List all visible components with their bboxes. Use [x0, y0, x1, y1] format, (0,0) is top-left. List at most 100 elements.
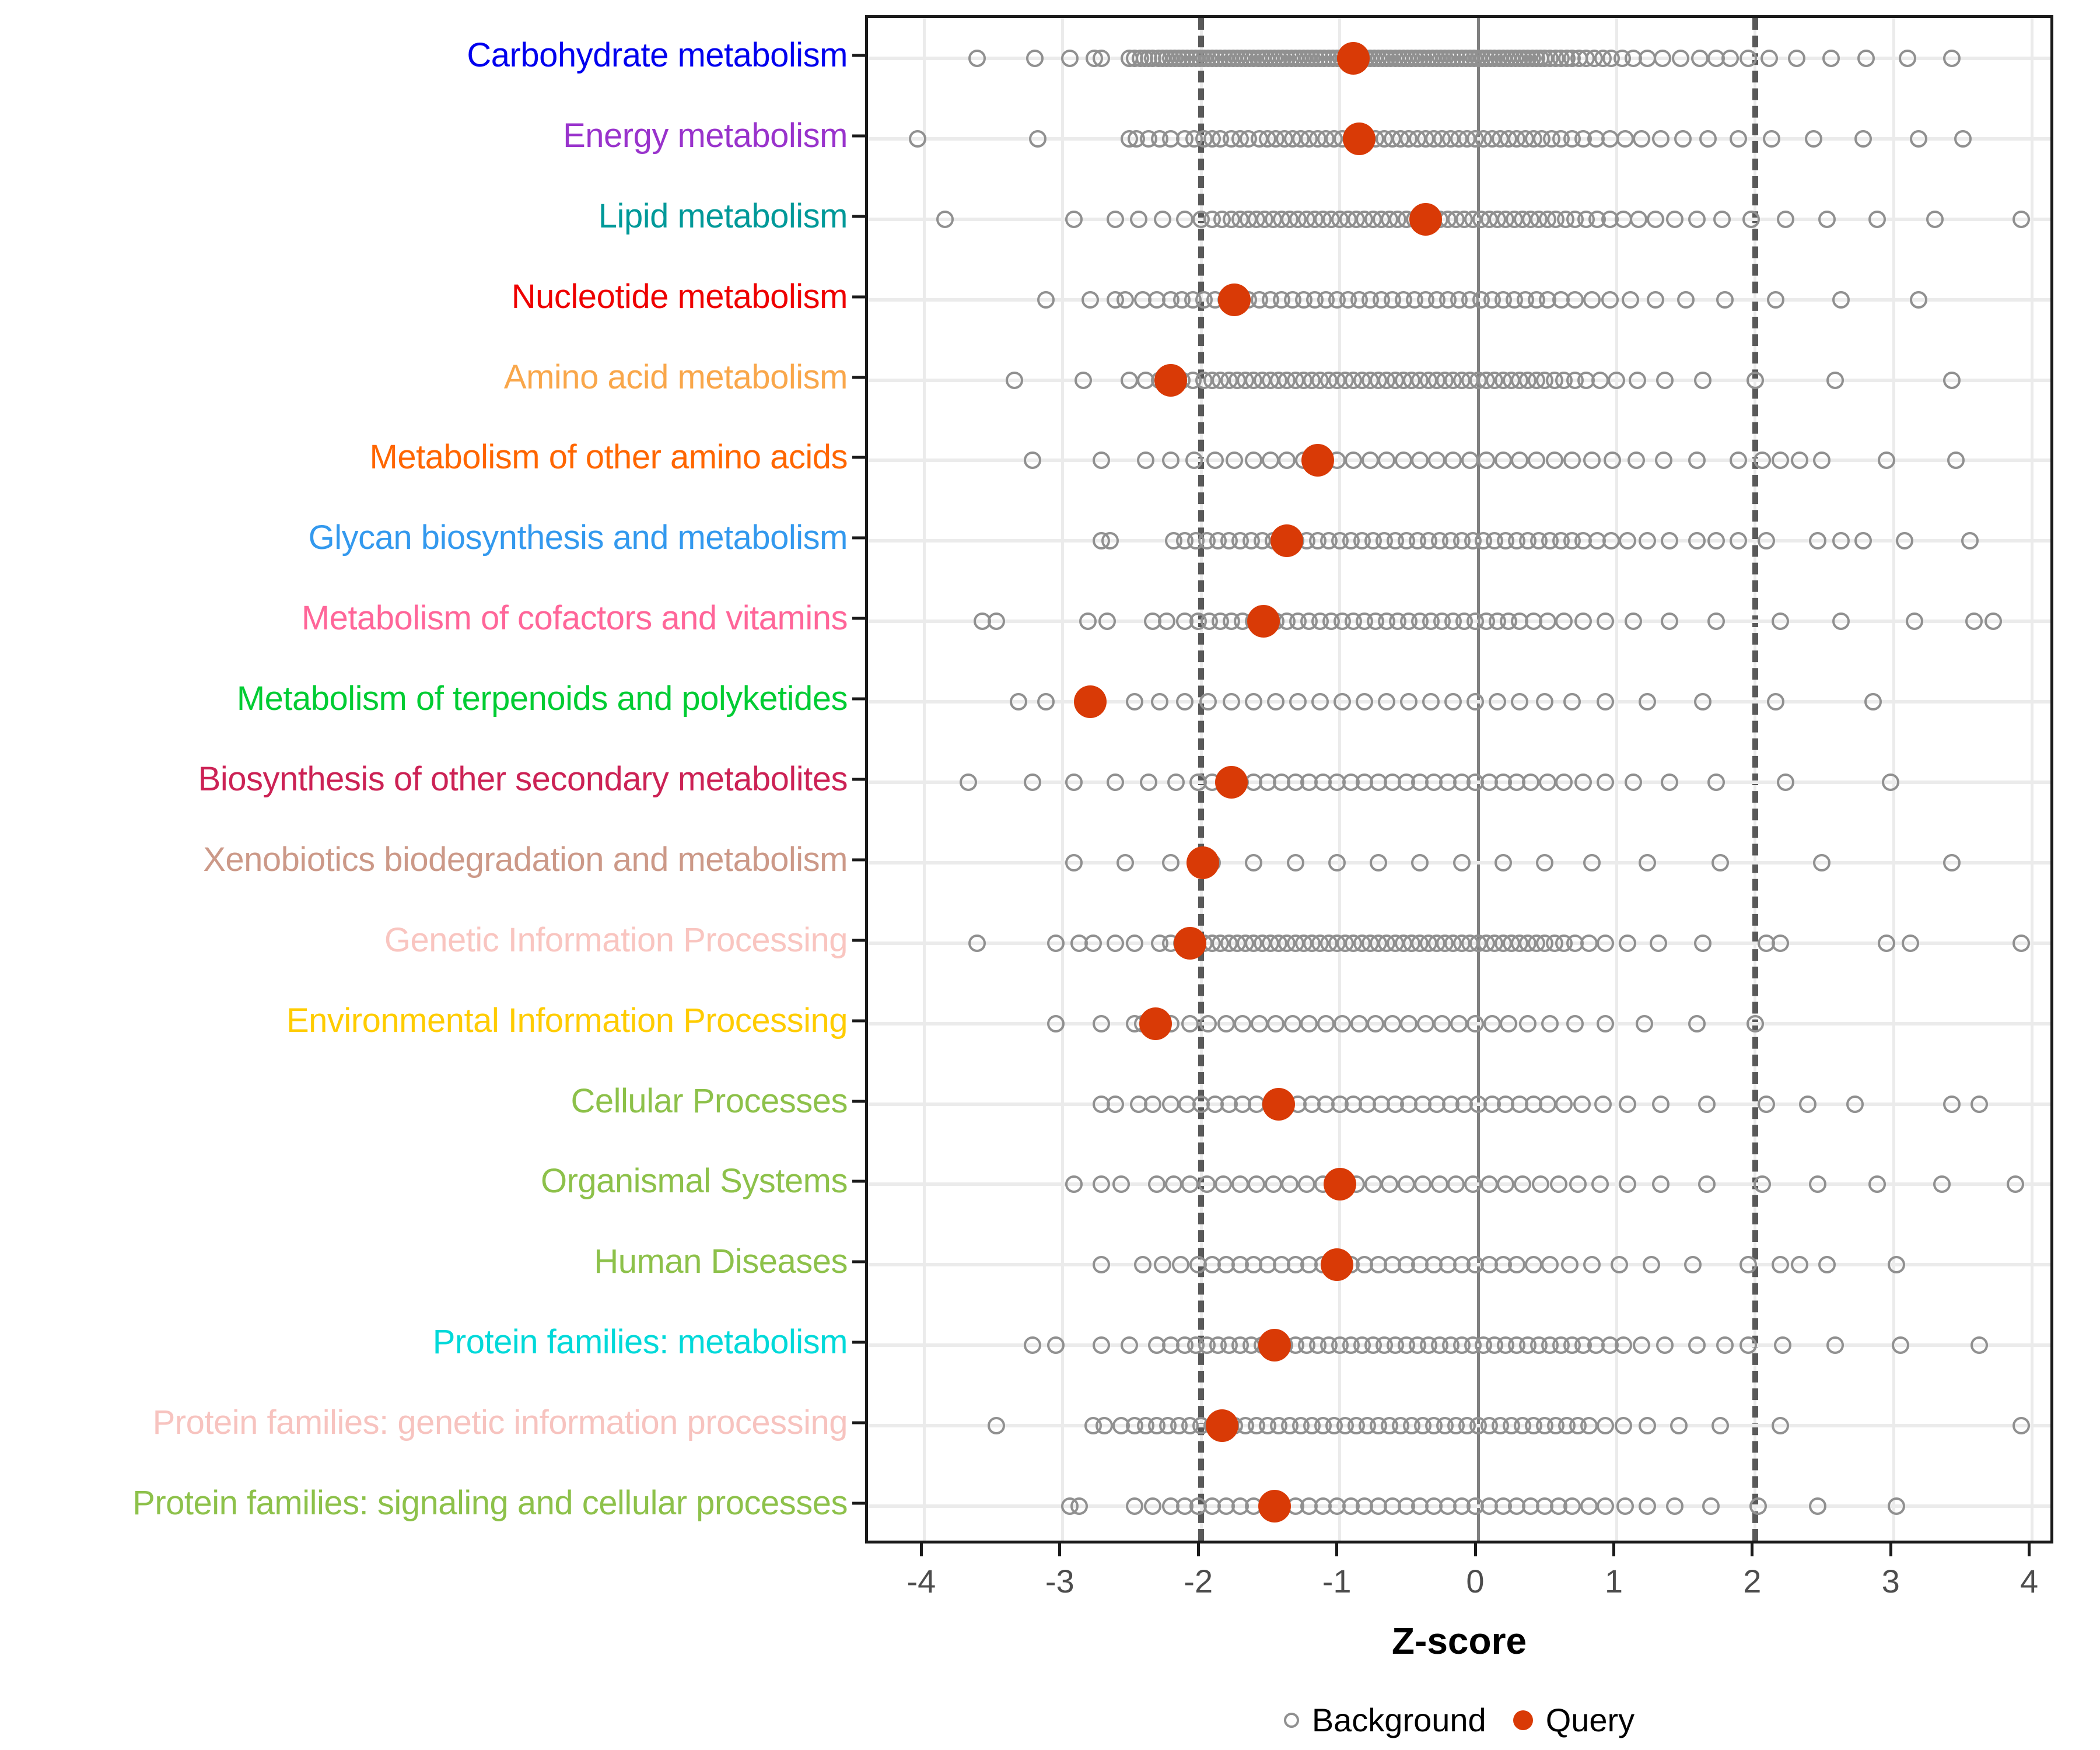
background-point	[1381, 1175, 1399, 1194]
y-axis-tick-4	[852, 376, 865, 379]
background-point	[1753, 1175, 1771, 1194]
background-point	[1635, 1014, 1653, 1032]
background-point	[1653, 49, 1671, 67]
background-point	[1597, 612, 1615, 631]
background-point	[1624, 774, 1642, 791]
background-point	[1248, 1175, 1266, 1194]
background-point	[1116, 853, 1134, 872]
background-point	[1345, 452, 1363, 470]
background-point	[1671, 49, 1689, 67]
background-point	[1818, 1256, 1836, 1274]
background-point	[1093, 1336, 1111, 1354]
query-point[interactable]	[1174, 926, 1207, 960]
background-point	[1597, 1014, 1615, 1032]
background-point	[1513, 1175, 1531, 1194]
y-axis-label-4: Amino acid metabolism	[503, 358, 848, 396]
x-axis-tick-2	[1751, 1544, 1754, 1556]
background-point	[1120, 371, 1138, 389]
background-point	[1808, 1497, 1826, 1516]
background-point	[1464, 1175, 1482, 1194]
query-point[interactable]	[1218, 283, 1251, 316]
background-point	[1466, 693, 1485, 711]
background-point	[1334, 693, 1352, 711]
background-point	[1524, 1256, 1542, 1274]
query-point[interactable]	[1301, 444, 1334, 477]
background-point	[1046, 1336, 1065, 1354]
background-point	[1411, 853, 1429, 872]
background-point	[1954, 130, 1972, 148]
background-point	[1633, 130, 1651, 148]
background-point	[1148, 1175, 1166, 1194]
background-point	[1597, 1497, 1615, 1516]
background-point	[1334, 1014, 1352, 1032]
background-point	[1832, 290, 1850, 309]
query-point[interactable]	[1258, 1329, 1292, 1362]
x-axis-tick-label--4: -4	[907, 1563, 936, 1600]
background-point	[1364, 1175, 1382, 1194]
query-point[interactable]	[1186, 846, 1219, 879]
x-axis-tick-label--1: -1	[1322, 1563, 1352, 1600]
query-point[interactable]	[1342, 122, 1376, 155]
background-point	[1286, 853, 1304, 872]
query-point[interactable]	[1205, 1409, 1238, 1443]
query-point[interactable]	[1323, 1168, 1356, 1201]
background-point	[1818, 210, 1836, 228]
y-axis-tick-16	[852, 1340, 865, 1344]
background-point	[1199, 693, 1217, 711]
query-point[interactable]	[1409, 202, 1442, 236]
background-point	[1563, 1497, 1581, 1516]
legend-item-background[interactable]: Background	[1283, 1701, 1486, 1739]
y-axis-tick-1	[852, 134, 865, 138]
legend-item-query[interactable]: Query	[1513, 1701, 1634, 1739]
query-point[interactable]	[1215, 766, 1248, 799]
background-point	[1060, 49, 1079, 67]
query-point[interactable]	[1139, 1007, 1172, 1040]
query-point[interactable]	[1262, 1087, 1296, 1121]
background-point	[1660, 612, 1678, 631]
query-point[interactable]	[1320, 1248, 1353, 1282]
background-point	[1619, 532, 1637, 550]
query-point[interactable]	[1074, 685, 1107, 719]
background-point	[1730, 452, 1748, 470]
background-point	[1583, 853, 1601, 872]
background-point	[1397, 1175, 1415, 1194]
background-point	[1597, 774, 1615, 791]
background-point	[1116, 290, 1134, 309]
background-point	[1933, 1175, 1951, 1194]
query-point[interactable]	[1258, 1490, 1292, 1523]
background-point	[1480, 1175, 1498, 1194]
background-point	[1264, 1175, 1282, 1194]
background-point	[1611, 1256, 1629, 1274]
query-point[interactable]	[1247, 605, 1280, 638]
x-axis-tick--3	[1058, 1544, 1062, 1556]
background-point	[1909, 290, 1927, 309]
background-point	[1283, 1014, 1301, 1032]
background-point	[1096, 1417, 1114, 1435]
y-axis-tick-7	[852, 617, 865, 620]
query-point[interactable]	[1337, 41, 1370, 75]
background-point	[1161, 1095, 1180, 1113]
background-point	[1652, 1095, 1670, 1113]
background-point	[1808, 1175, 1826, 1194]
background-point	[1549, 1175, 1567, 1194]
background-point	[1619, 1095, 1637, 1113]
background-point	[1356, 693, 1374, 711]
query-point[interactable]	[1270, 524, 1304, 558]
y-axis-tick-13	[852, 1100, 865, 1103]
query-point[interactable]	[1154, 363, 1187, 397]
background-point	[1985, 612, 2003, 631]
background-point	[1065, 1175, 1083, 1194]
background-point	[1693, 934, 1712, 952]
background-point	[1615, 1417, 1633, 1435]
background-point	[1508, 1256, 1526, 1274]
background-point	[1555, 774, 1573, 791]
background-point	[1009, 693, 1027, 711]
background-point	[1846, 1095, 1864, 1113]
background-point	[1971, 1095, 1989, 1113]
background-point	[1278, 452, 1296, 470]
background-point	[1857, 49, 1875, 67]
background-point	[1971, 1336, 1989, 1354]
background-point	[1378, 452, 1396, 470]
y-axis-tick-6	[852, 536, 865, 540]
y-axis-label-17: Protein families: genetic information pr…	[152, 1404, 848, 1442]
